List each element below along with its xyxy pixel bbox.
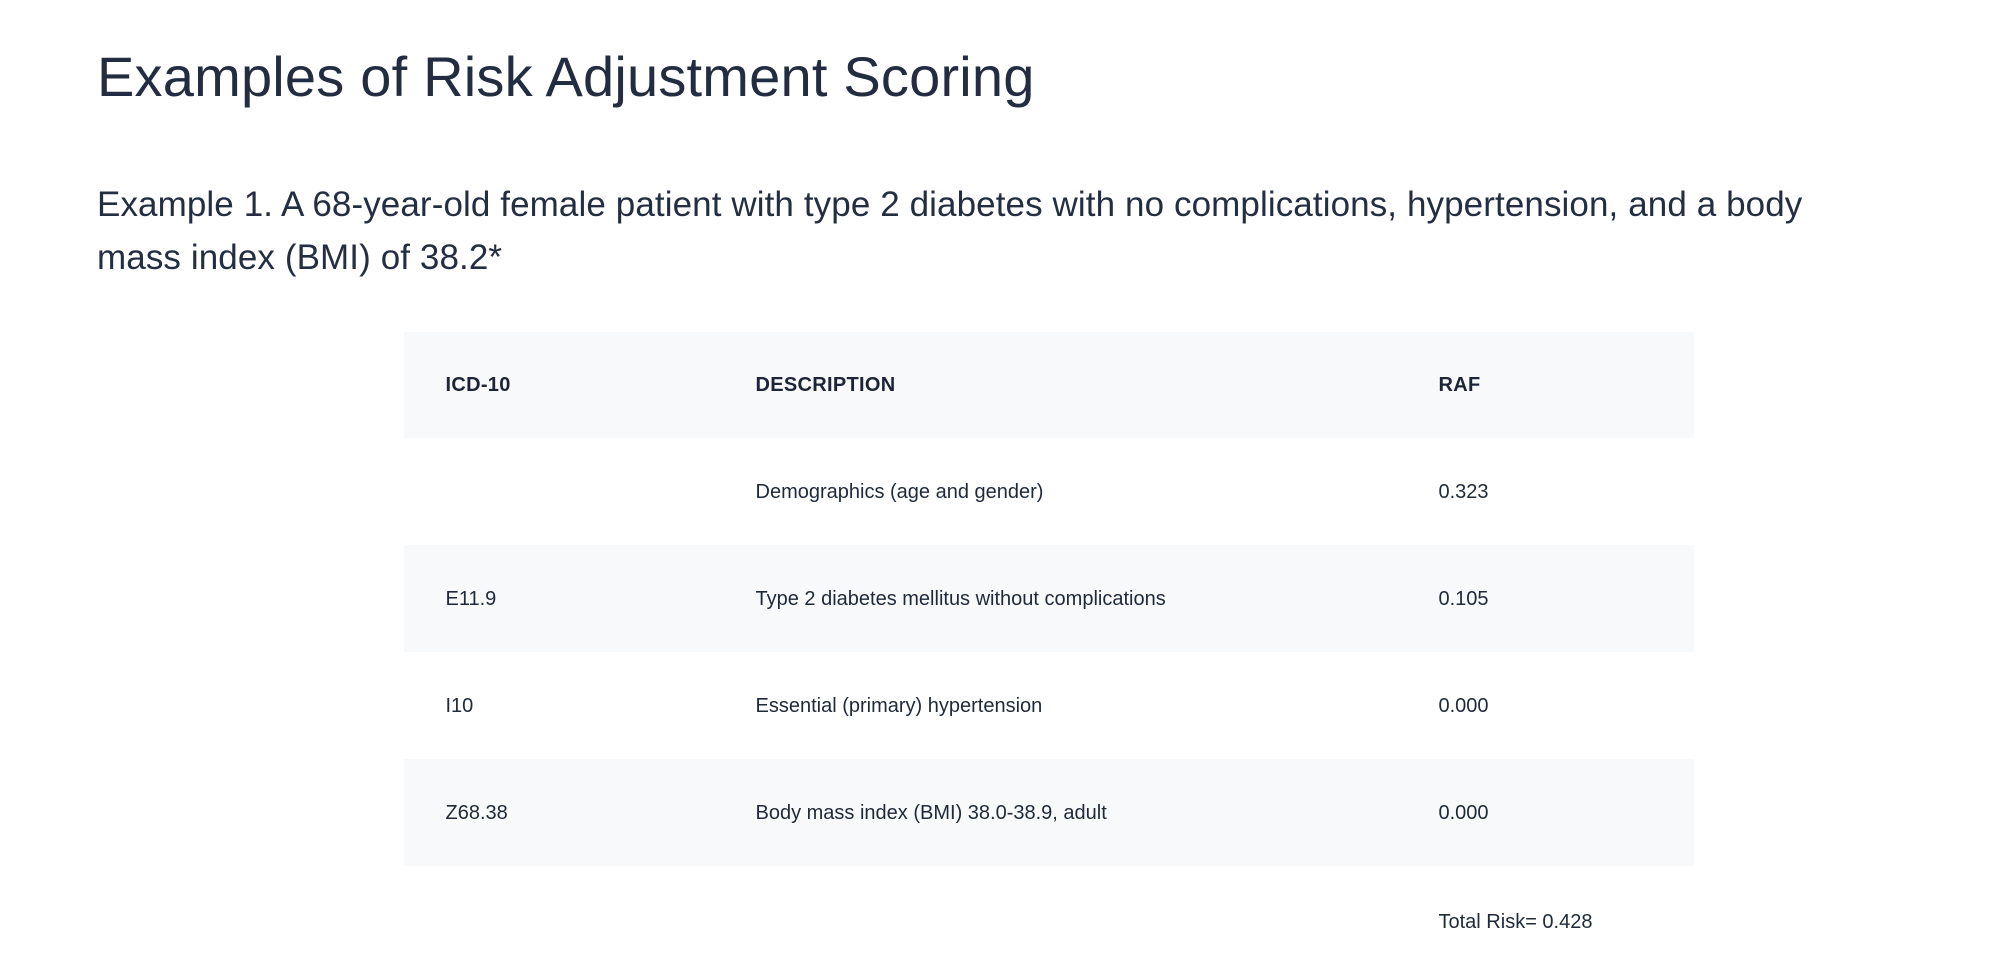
- cell-description: Essential (primary) hypertension: [755, 694, 1043, 717]
- cell-description: Demographics (age and gender): [755, 480, 1044, 503]
- example-description: Example 1. A 68-year-old female patient …: [97, 178, 2000, 284]
- cell-description: Type 2 diabetes mellitus without complic…: [755, 587, 1166, 610]
- table-row: Demographics (age and gender) 0.323: [403, 438, 1694, 545]
- cell-raf: 0.000: [1438, 694, 1489, 717]
- cell-icd10: E11.9: [445, 587, 497, 610]
- cell-icd10: I10: [445, 694, 474, 717]
- header-description: DESCRIPTION: [755, 374, 896, 396]
- page-title: Examples of Risk Adjustment Scoring: [97, 45, 1035, 108]
- total-risk-value: Total Risk= 0.428: [1438, 910, 1593, 933]
- table-row: Z68.38 Body mass index (BMI) 38.0-38.9, …: [403, 759, 1694, 866]
- cell-icd10: Z68.38: [445, 801, 508, 824]
- header-icd10: ICD-10: [445, 374, 511, 396]
- cell-description: Body mass index (BMI) 38.0-38.9, adult: [755, 801, 1107, 824]
- cell-raf: 0.105: [1438, 587, 1489, 610]
- table-header-row: ICD-10 DESCRIPTION RAF: [403, 332, 1694, 438]
- table-row: I10 Essential (primary) hypertension 0.0…: [403, 652, 1694, 759]
- cell-raf: 0.000: [1438, 801, 1489, 824]
- example-description-line-2: mass index (BMI) of 38.2*: [97, 238, 503, 277]
- risk-score-table: ICD-10 DESCRIPTION RAF Demographics (age…: [403, 332, 1694, 964]
- total-risk-row: Total Risk= 0.428: [404, 866, 1694, 964]
- header-raf: RAF: [1438, 374, 1481, 396]
- cell-raf: 0.323: [1438, 480, 1489, 503]
- table-row: E11.9 Type 2 diabetes mellitus without c…: [403, 545, 1694, 652]
- example-description-line-1: Example 1. A 68-year-old female patient …: [97, 185, 1803, 224]
